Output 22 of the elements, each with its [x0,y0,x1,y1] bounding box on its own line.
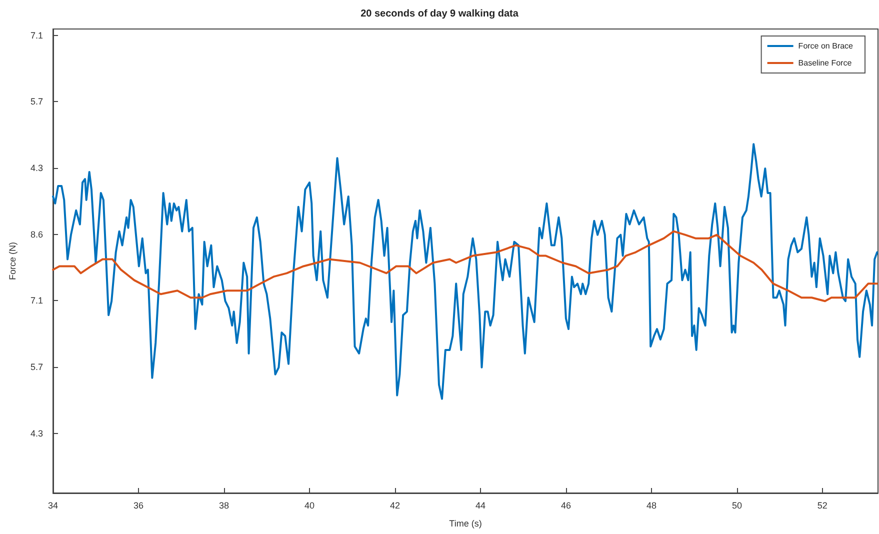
x-tick-label: 46 [560,500,571,510]
text: 4.3 [30,163,43,174]
y-axis-title: Force (N) [8,242,18,280]
text: 8.6 [30,229,43,240]
x-tick-label: 44 [475,500,486,510]
x-tick-label: 50 [732,500,742,510]
text: 4.3 [30,428,43,438]
text: 5.7 [30,96,43,107]
x-tick-label: 38 [218,500,229,510]
x-tick-label: 40 [304,500,314,510]
x-tick-label: 42 [390,500,400,510]
x-axis-title: Time (s) [449,518,482,528]
chart-title: 20 seconds of day 9 walking data [360,8,519,20]
text: 5.7 [30,362,43,372]
text: 7.1 [30,296,43,306]
x-tick-label: 34 [48,500,58,510]
x-tick-label: 52 [817,500,828,510]
legend-label: Baseline Force [798,58,852,68]
x-tick-label: 36 [133,500,144,510]
x-tick-label: 48 [646,500,656,510]
legend-label: Force on Brace [798,42,854,50]
text: 7.1 [30,30,43,40]
